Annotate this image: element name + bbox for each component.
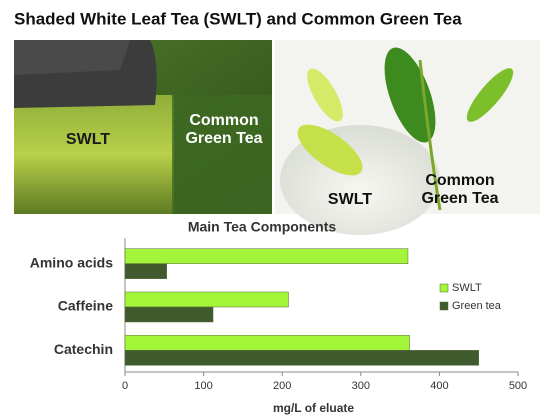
- chart-title: Main Tea Components: [188, 219, 337, 235]
- bar: [124, 350, 479, 366]
- legend-label: Green tea: [452, 300, 502, 312]
- x-tick-label: 500: [509, 380, 527, 392]
- photo-leaves: [275, 40, 540, 235]
- x-tick-label: 100: [194, 380, 212, 392]
- y-tick-label: Catechin: [54, 341, 113, 357]
- x-tick-label: 200: [273, 380, 291, 392]
- bar: [124, 335, 410, 351]
- photo-label: SWLT: [65, 131, 111, 148]
- bar: [124, 291, 289, 308]
- legend-label: SWLT: [452, 282, 482, 294]
- x-tick-label: 300: [352, 380, 370, 392]
- legend-swatch: [439, 301, 449, 311]
- x-axis-label: mg/L of eluate: [273, 401, 354, 415]
- photo-label: SWLT: [327, 191, 373, 208]
- photo-field: [14, 40, 272, 214]
- y-tick-label: Caffeine: [58, 298, 113, 314]
- x-tick-label: 400: [430, 380, 448, 392]
- bar: [124, 263, 167, 279]
- bar: [124, 306, 214, 323]
- y-tick-label: Amino acids: [30, 254, 113, 270]
- photo-label: Common Green Tea: [421, 172, 499, 207]
- photo-label: Common Green Tea: [185, 112, 263, 147]
- x-tick-label: 0: [122, 380, 128, 392]
- legend-swatch: [439, 283, 449, 293]
- bar: [124, 248, 409, 264]
- page-title: Shaded White Leaf Tea (SWLT) and Common …: [14, 9, 462, 28]
